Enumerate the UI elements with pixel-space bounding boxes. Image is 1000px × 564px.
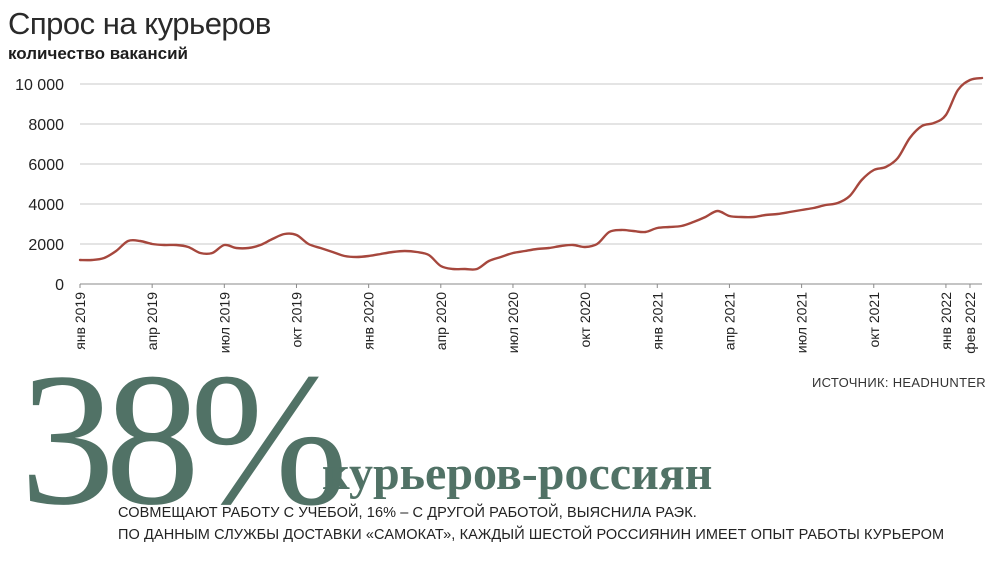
y-tick-label: 0 (55, 277, 64, 294)
x-tick-label: апр 2021 (721, 292, 737, 350)
x-tick-label: окт 2020 (577, 292, 593, 348)
highlight-label: курьеров-россиян (322, 447, 713, 500)
chart-title: Спрос на курьеров (8, 6, 271, 41)
x-tick-label: июл 2019 (216, 292, 232, 353)
highlight-percent: 38% (20, 335, 348, 545)
x-tick-label: янв 2022 (938, 292, 954, 350)
x-axis-labels: янв 2019 апр 2019 июл 2019 окт 2019 янв 2020… (72, 284, 978, 354)
x-tick-label: июл 2020 (505, 292, 521, 353)
footnote-line-2: ПО ДАННЫМ СЛУЖБЫ ДОСТАВКИ «САМОКАТ», КАЖ… (118, 527, 945, 543)
y-tick-label: 2000 (28, 237, 64, 254)
y-axis-labels: 0 2000 4000 6000 8000 10 000 (15, 77, 64, 294)
x-tick-label: июл 2021 (794, 292, 810, 353)
series-line (78, 76, 984, 271)
chart-subtitle: количество вакансий (8, 44, 188, 63)
y-tick-label: 10 000 (15, 77, 64, 94)
x-tick-label: апр 2019 (144, 292, 160, 350)
x-tick-label: фев 2022 (962, 292, 978, 354)
x-tick-label: янв 2020 (361, 292, 377, 350)
series-layer (78, 76, 984, 271)
y-tick-label: 4000 (28, 197, 64, 214)
x-tick-label: янв 2021 (649, 292, 665, 350)
y-tick-label: 6000 (28, 157, 64, 174)
x-tick-label: окт 2021 (866, 292, 882, 348)
line-chart: 0 2000 4000 6000 8000 10 000 янв 2019 апр 2019… (15, 76, 984, 354)
x-tick-label: апр 2020 (433, 292, 449, 350)
x-tick-label: янв 2019 (72, 292, 88, 350)
y-tick-label: 8000 (28, 117, 64, 134)
x-tick-label: окт 2019 (288, 292, 304, 348)
grid (80, 83, 982, 285)
footnote-line-1: СОВМЕЩАЮТ РАБОТУ С УЧЕБОЙ, 16% – С ДРУГО… (118, 505, 697, 521)
source-note: ИСТОЧНИК: HEADHUNTER (812, 375, 986, 390)
